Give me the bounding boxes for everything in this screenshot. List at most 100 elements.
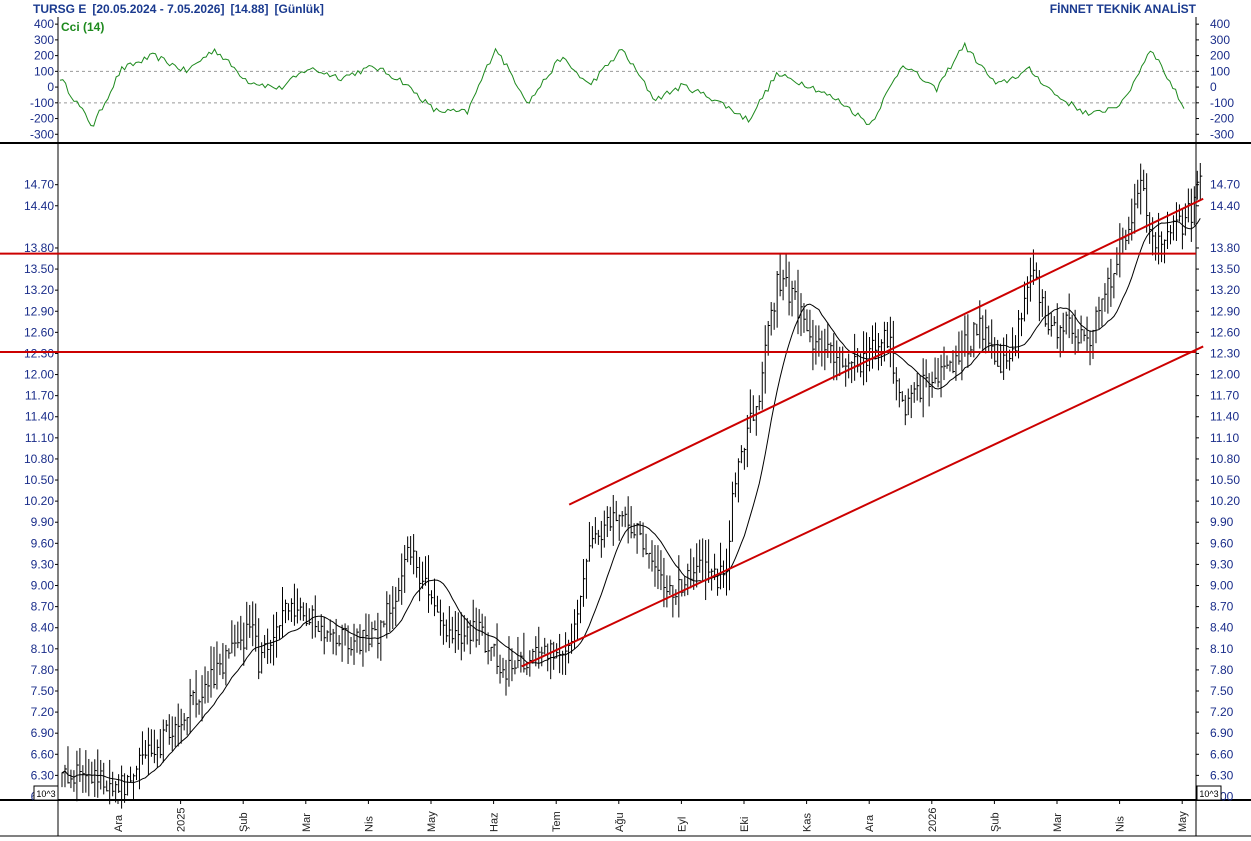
price-ytick-left: 12.60	[24, 325, 54, 339]
price-ytick-right: 13.20	[1210, 283, 1240, 297]
cci-ytick-left: 0	[47, 80, 54, 94]
price-ytick-right: 10.50	[1210, 473, 1240, 487]
price-ytick-left: 14.70	[24, 178, 54, 192]
price-ytick-left: 10.50	[24, 473, 54, 487]
price-ytick-right: 11.40	[1210, 410, 1239, 424]
price-ytick-left: 11.40	[25, 410, 54, 424]
last-price-label: [14.88]	[230, 2, 269, 16]
x-tick-label: 2025	[176, 808, 188, 832]
price-ytick-right: 9.90	[1210, 515, 1234, 529]
price-ytick-right: 12.30	[1210, 346, 1240, 360]
price-ytick-left: 7.50	[31, 684, 55, 698]
price-ytick-left: 10.20	[24, 494, 54, 508]
price-panel: 14.70 14.70 14.40 14.40 13.80 13.80 13.50 13.50…	[0, 163, 1240, 809]
price-ytick-right: 14.40	[1210, 199, 1240, 213]
scale-note-left: 10^3	[36, 789, 55, 799]
date-range-label: [20.05.2024 - 7.05.2026]	[92, 2, 225, 16]
price-ytick-left: 12.00	[24, 368, 54, 382]
x-tick-label: May	[1177, 811, 1189, 832]
price-ytick-left: 13.50	[24, 262, 54, 276]
x-tick-label: Şub	[238, 812, 250, 832]
price-ytick-right: 9.30	[1210, 557, 1234, 571]
moving-average-line	[61, 218, 1201, 784]
x-tick-label: Haz	[489, 812, 501, 832]
x-tick-label: Ara	[113, 814, 125, 832]
brand-label: FİNNET TEKNİK ANALİST	[1049, 2, 1196, 16]
price-ytick-right: 7.50	[1210, 684, 1234, 698]
price-ytick-left: 6.30	[31, 768, 55, 782]
price-ytick-right: 8.10	[1210, 642, 1234, 656]
price-ytick-right: 10.80	[1210, 452, 1240, 466]
cci-line	[59, 41, 1185, 127]
cci-ytick-left: 400	[34, 17, 54, 31]
price-ytick-left: 8.40	[31, 621, 55, 635]
price-ytick-left: 9.30	[31, 557, 55, 571]
price-ytick-right: 12.90	[1210, 304, 1240, 318]
price-ytick-right: 11.10	[1210, 431, 1239, 445]
price-ytick-left: 13.20	[24, 283, 54, 297]
price-ytick-right: 7.20	[1210, 705, 1234, 719]
x-tick-label: Ağu	[614, 812, 626, 832]
price-ytick-left: 9.90	[31, 515, 55, 529]
x-tick-label: Şub	[989, 812, 1001, 832]
price-ytick-left: 14.40	[24, 199, 54, 213]
cci-ytick-left: 200	[34, 49, 54, 63]
price-ytick-left: 6.60	[31, 747, 55, 761]
chart-header: TURSG E [20.05.2024 - 7.05.2026] [14.88] [G…	[0, 0, 1251, 18]
price-ytick-right: 6.30	[1210, 768, 1234, 782]
cci-ytick-left: 300	[34, 33, 54, 47]
x-tick-label: Nis	[363, 816, 375, 832]
x-tick-label: Mar	[301, 813, 313, 832]
symbol-info: TURSG E [20.05.2024 - 7.05.2026] [14.88] [G…	[33, 2, 330, 16]
price-ytick-left: 12.30	[24, 346, 54, 360]
price-ytick-right: 8.70	[1210, 600, 1234, 614]
price-ytick-left: 12.90	[24, 304, 54, 318]
x-tick-label: Mar	[1052, 813, 1064, 832]
cci-ytick-left: -100	[30, 96, 54, 110]
cci-ytick-left: -300	[30, 127, 54, 141]
x-tick-label: Eyl	[676, 817, 688, 832]
cci-ytick-right: 400	[1210, 17, 1230, 31]
price-ytick-right: 6.60	[1210, 747, 1234, 761]
price-ytick-right: 6.90	[1210, 726, 1234, 740]
scale-note-right: 10^3	[1199, 789, 1218, 799]
price-ytick-right: 12.00	[1210, 368, 1240, 382]
cci-ytick-right: 200	[1210, 49, 1230, 63]
price-ytick-right: 11.70	[1210, 389, 1239, 403]
price-ytick-right: 9.60	[1210, 536, 1234, 550]
price-ytick-left: 11.70	[25, 389, 54, 403]
price-ytick-left: 7.80	[31, 663, 55, 677]
cci-ytick-right: 100	[1210, 64, 1230, 78]
x-tick-label: Tem	[551, 811, 563, 832]
price-ytick-right: 13.50	[1210, 262, 1240, 276]
price-ytick-right: 10.20	[1210, 494, 1240, 508]
x-axis: Ara 2025 Şub Mar Nis May Haz Tem Ağu Eyl Eki Kas Ara…	[113, 800, 1189, 832]
period-label: [Günlük]	[274, 2, 324, 16]
price-ytick-left: 8.10	[31, 642, 55, 656]
cci-title: Cci (14)	[61, 20, 104, 34]
price-ytick-left: 7.20	[31, 705, 55, 719]
cci-ytick-right: -100	[1210, 96, 1234, 110]
price-ytick-left: 10.80	[24, 452, 54, 466]
symbol-label: TURSG E	[33, 2, 87, 16]
chart-frames	[0, 17, 1251, 837]
x-tick-label: Kas	[802, 813, 814, 832]
price-ytick-left: 11.10	[25, 431, 54, 445]
cci-ytick-right: -300	[1210, 127, 1234, 141]
cci-ytick-right: -200	[1210, 112, 1234, 126]
trend-line	[568, 197, 1204, 506]
cci-ytick-right: 0	[1210, 80, 1217, 94]
price-ytick-right: 8.40	[1210, 621, 1234, 635]
x-tick-label: Ara	[864, 814, 876, 832]
price-ytick-left: 6.90	[31, 726, 55, 740]
price-ytick-left: 9.00	[31, 579, 55, 593]
price-ytick-right: 14.70	[1210, 178, 1240, 192]
price-ytick-right: 9.00	[1210, 579, 1234, 593]
x-tick-label: Eki	[739, 817, 751, 832]
price-ytick-left: 13.80	[24, 241, 54, 255]
price-ytick-right: 7.80	[1210, 663, 1234, 677]
price-ytick-left: 9.60	[31, 536, 55, 550]
cci-ytick-right: 300	[1210, 33, 1230, 47]
cci-ytick-left: -200	[30, 112, 54, 126]
